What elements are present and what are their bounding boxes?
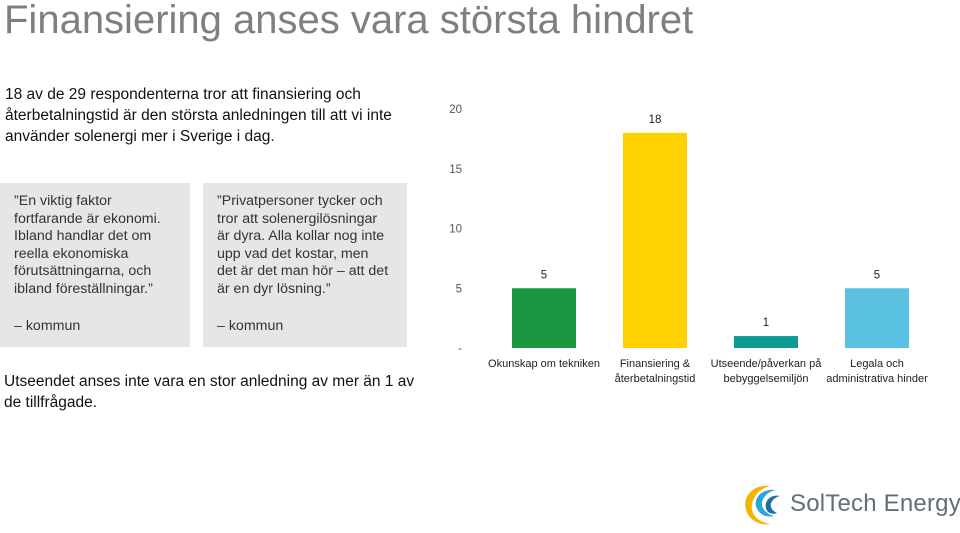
y-tick-label: 20: [449, 104, 462, 116]
logo-swirl-icon: [745, 485, 780, 525]
x-category-label: Legala och: [850, 358, 904, 370]
x-category-label: bebyggelsemiljön: [724, 373, 809, 385]
logo-text: SolTech Energy: [790, 490, 960, 517]
data-label: 5: [541, 269, 547, 281]
bar: [845, 288, 909, 348]
x-category-label: administrativa hinder: [826, 373, 928, 385]
quote-text-2: ”Privatpersoner tycker och tror att sole…: [217, 193, 389, 297]
y-tick-label: 15: [449, 164, 462, 176]
bar: [623, 132, 687, 348]
y-tick-label: 10: [449, 224, 462, 236]
x-category-label: Finansiering &: [620, 358, 691, 370]
data-label: 18: [649, 114, 662, 126]
quote-box-2: ”Privatpersoner tycker och tror att sole…: [203, 183, 407, 347]
data-label: 1: [763, 317, 769, 329]
x-category-label: Okunskap om tekniken: [488, 358, 600, 370]
intro-text: 18 av de 29 respondenterna tror att fina…: [5, 86, 392, 145]
bar: [734, 336, 798, 348]
x-category-label: återbetalningstid: [615, 373, 696, 385]
quote-text-1: ”En viktig faktor fortfarande är ekonomi…: [14, 193, 161, 297]
x-category-label: Utseende/påverkan på: [711, 358, 823, 370]
outro-text: Utseendet anses inte vara en stor anledn…: [4, 373, 415, 411]
bar: [512, 288, 576, 348]
page-title: Finansiering anses vara största hindret: [4, 0, 694, 42]
data-label: 5: [874, 269, 880, 281]
quote-source-1: – kommun: [14, 318, 81, 334]
quote-box-1: ”En viktig faktor fortfarande är ekonomi…: [0, 183, 190, 347]
y-tick-label: -: [458, 343, 462, 355]
y-tick-label: 5: [456, 283, 462, 295]
quote-source-2: – kommun: [217, 318, 284, 334]
soltech-logo: SolTech Energy: [740, 482, 960, 528]
